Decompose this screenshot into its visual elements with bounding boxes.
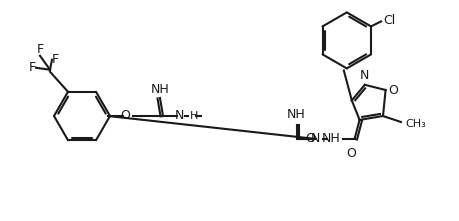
- Text: NH: NH: [286, 108, 305, 121]
- Text: F: F: [29, 61, 36, 74]
- Text: H: H: [190, 111, 198, 121]
- Text: CH₃: CH₃: [404, 119, 425, 129]
- Text: O: O: [388, 84, 397, 97]
- Text: Cl: Cl: [382, 14, 394, 27]
- Text: F: F: [36, 43, 44, 56]
- Text: N: N: [174, 109, 183, 122]
- Text: N: N: [311, 132, 320, 145]
- Text: NH: NH: [321, 132, 340, 145]
- Text: NH: NH: [150, 83, 169, 96]
- Text: N: N: [359, 69, 369, 82]
- Text: F: F: [52, 53, 59, 66]
- Text: O: O: [346, 147, 356, 160]
- Text: O: O: [120, 109, 129, 122]
- Text: O: O: [305, 132, 315, 145]
